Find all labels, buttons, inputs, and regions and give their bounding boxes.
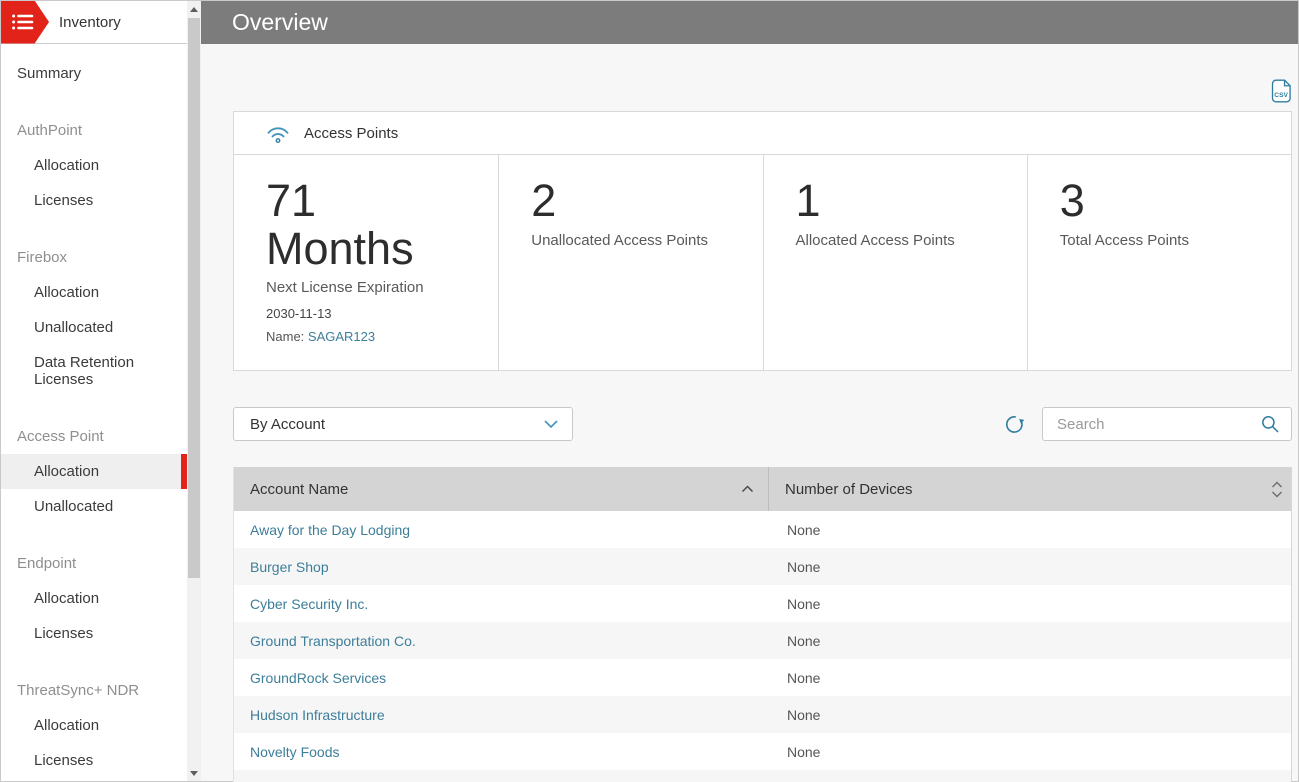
devices-cell: None — [769, 559, 1291, 575]
devices-cell: None — [769, 707, 1291, 723]
sidebar-section-firebox: Firebox — [1, 240, 187, 275]
sidebar-item-firebox-data-retention-licenses[interactable]: Data Retention Licenses — [1, 345, 187, 397]
table-row: Ground Transportation Co. None — [234, 622, 1291, 659]
triangle-up-icon — [190, 7, 198, 12]
group-by-selected-value: By Account — [250, 416, 325, 433]
wifi-icon — [265, 122, 291, 144]
stat-allocated-access-points: 1 Allocated Access Points — [763, 155, 1027, 370]
sidebar-item-access-point-allocation[interactable]: Allocation — [1, 454, 187, 489]
stat-value: 1 — [796, 177, 1011, 225]
table-controls: By Account — [233, 407, 1292, 441]
stat-value: 2 — [531, 177, 746, 225]
table-row: Cyber Security Inc. None — [234, 585, 1291, 622]
sidebar: Inventory Summary AuthPoint Allocation L… — [1, 1, 201, 781]
card-title: Access Points — [304, 125, 398, 142]
column-header-number-of-devices[interactable]: Number of Devices — [769, 467, 1291, 511]
sidebar-header: Inventory — [1, 1, 187, 44]
table-row-partial — [234, 770, 1291, 782]
triangle-down-icon — [190, 771, 198, 776]
sidebar-item-summary[interactable]: Summary — [1, 56, 187, 91]
stat-value: 71 — [266, 177, 482, 225]
table-body: Away for the Day Lodging None Burger Sho… — [234, 511, 1291, 782]
account-link[interactable]: Cyber Security Inc. — [250, 596, 368, 612]
export-csv-button[interactable]: CSV — [1271, 79, 1292, 103]
main-area: Overview CSV — [201, 1, 1298, 781]
stat-value: 3 — [1060, 177, 1275, 225]
table-row: Hudson Infrastructure None — [234, 696, 1291, 733]
group-by-select[interactable]: By Account — [233, 407, 573, 441]
stat-label: Unallocated Access Points — [531, 232, 746, 249]
account-link[interactable]: Ground Transportation Co. — [250, 633, 416, 649]
stat-total-access-points: 3 Total Access Points — [1027, 155, 1291, 370]
csv-file-icon: CSV — [1271, 79, 1292, 103]
sidebar-item-authpoint-licenses[interactable]: Licenses — [1, 183, 187, 218]
table-row: Burger Shop None — [234, 548, 1291, 585]
list-menu-icon — [11, 12, 35, 32]
content: CSV Access Points — [201, 44, 1298, 782]
devices-cell: None — [769, 596, 1291, 612]
scroll-down-button[interactable] — [187, 765, 201, 781]
sidebar-item-authpoint-allocation[interactable]: Allocation — [1, 148, 187, 183]
accounts-table: Account Name Number of Devices — [233, 467, 1292, 782]
sidebar-item-threatsync-licenses[interactable]: Licenses — [1, 743, 187, 778]
sidebar-section-endpoint: Endpoint — [1, 546, 187, 581]
license-name-label: Name: — [266, 329, 304, 344]
refresh-button[interactable] — [1003, 413, 1026, 436]
stat-label: Allocated Access Points — [796, 232, 1011, 249]
sidebar-nav: Summary AuthPoint Allocation Licenses Fi… — [1, 44, 187, 778]
account-link[interactable]: Burger Shop — [250, 559, 329, 575]
sort-unsorted-icon — [1271, 481, 1283, 498]
account-link[interactable]: Away for the Day Lodging — [250, 522, 410, 538]
svg-text:CSV: CSV — [1274, 92, 1288, 99]
search-input[interactable] — [1057, 416, 1260, 433]
account-link[interactable]: GroundRock Services — [250, 670, 386, 686]
devices-cell: None — [769, 522, 1291, 538]
inventory-menu-badge[interactable] — [1, 1, 49, 44]
access-points-card: Access Points 71 Months Next License Exp… — [233, 111, 1292, 371]
table-header: Account Name Number of Devices — [234, 467, 1291, 511]
stat-unit: Months — [266, 225, 482, 273]
page-title: Overview — [232, 9, 328, 36]
sidebar-section-access-point: Access Point — [1, 419, 187, 454]
stat-label: Total Access Points — [1060, 232, 1275, 249]
sidebar-title: Inventory — [59, 14, 121, 31]
page-header: Overview — [201, 1, 1298, 44]
scrollbar-thumb[interactable] — [188, 18, 200, 578]
app-window: Inventory Summary AuthPoint Allocation L… — [0, 0, 1299, 782]
license-name-row: Name: SAGAR123 — [266, 329, 482, 344]
sidebar-item-endpoint-licenses[interactable]: Licenses — [1, 616, 187, 651]
sidebar-section-threatsync-ndr: ThreatSync+ NDR — [1, 673, 187, 708]
table-row: Away for the Day Lodging None — [234, 511, 1291, 548]
search-icon[interactable] — [1260, 414, 1280, 434]
stat-unallocated-access-points: 2 Unallocated Access Points — [498, 155, 762, 370]
stats-row: 71 Months Next License Expiration 2030-1… — [234, 155, 1291, 370]
sort-ascending-icon — [741, 485, 754, 493]
search-box — [1042, 407, 1292, 441]
sidebar-item-access-point-unallocated[interactable]: Unallocated — [1, 489, 187, 524]
stat-next-license-expiration: 71 Months Next License Expiration 2030-1… — [234, 155, 498, 370]
sidebar-item-firebox-unallocated[interactable]: Unallocated — [1, 310, 187, 345]
refresh-icon — [1003, 413, 1026, 436]
devices-cell: None — [769, 744, 1291, 760]
table-row: GroundRock Services None — [234, 659, 1291, 696]
devices-cell: None — [769, 633, 1291, 649]
account-link[interactable]: Novelty Foods — [250, 744, 339, 760]
card-header: Access Points — [234, 112, 1291, 155]
sidebar-item-threatsync-allocation[interactable]: Allocation — [1, 708, 187, 743]
devices-cell: None — [769, 670, 1291, 686]
sidebar-section-authpoint: AuthPoint — [1, 113, 187, 148]
license-name-link[interactable]: SAGAR123 — [308, 329, 375, 344]
table-row: Novelty Foods None — [234, 733, 1291, 770]
sidebar-item-endpoint-allocation[interactable]: Allocation — [1, 581, 187, 616]
sidebar-item-firebox-allocation[interactable]: Allocation — [1, 275, 187, 310]
license-expiration-date: 2030-11-13 — [266, 306, 482, 321]
scroll-up-button[interactable] — [187, 1, 201, 17]
stat-label: Next License Expiration — [266, 279, 482, 296]
account-link[interactable]: Hudson Infrastructure — [250, 707, 385, 723]
column-header-account-name[interactable]: Account Name — [234, 467, 769, 511]
sidebar-scrollbar[interactable] — [187, 1, 201, 781]
chevron-down-icon — [544, 420, 558, 428]
